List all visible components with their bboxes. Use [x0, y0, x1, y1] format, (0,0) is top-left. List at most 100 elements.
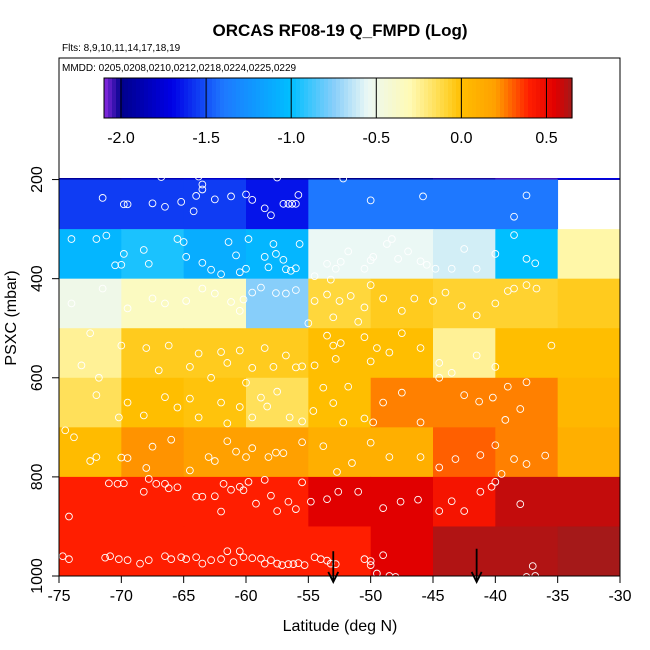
observation-point [592, 169, 599, 176]
colorbar-swatch [212, 78, 217, 118]
heatmap-cell [184, 229, 247, 279]
dates-subtitle: MMDD: 0205,0208,0210,0212,0218,0224,0225… [62, 63, 297, 74]
colorbar-swatch [388, 78, 393, 118]
heatmap-cell [121, 328, 184, 378]
observation-point [324, 167, 331, 174]
colorbar-swatch [332, 78, 337, 118]
colorbar-swatch [464, 78, 469, 118]
heatmap-cells [59, 178, 620, 576]
heatmap-chart: ORCAS RF08-19 Q_FMPD (Log) Flts: 8,9,10,… [0, 0, 650, 650]
heatmap-cell [433, 427, 496, 477]
observation-point [268, 167, 275, 174]
colorbar-swatch [136, 78, 141, 118]
colorbar-swatch [184, 78, 189, 118]
heatmap-cell [59, 180, 122, 230]
colorbar-swatch [216, 78, 221, 118]
observation-point [380, 170, 387, 177]
colorbar-swatch [536, 78, 541, 118]
colorbar-swatch [284, 78, 289, 118]
heatmap-cell [246, 279, 309, 329]
colorbar-swatch [564, 78, 569, 118]
observation-point [94, 167, 101, 174]
observation-point [610, 169, 617, 176]
colorbar-tick-label: -0.5 [363, 130, 391, 147]
observation-point [573, 169, 580, 176]
colorbar-swatch [492, 78, 497, 118]
observation-point [249, 168, 256, 175]
observation-point [228, 168, 235, 175]
heatmap-cell [495, 477, 558, 527]
colorbar-swatch [504, 78, 509, 118]
x-tick-label: -60 [234, 588, 257, 605]
y-tick-label: 800 [29, 463, 46, 490]
observation-point [585, 169, 592, 176]
colorbar-swatch [248, 78, 253, 118]
colorbar-swatch [488, 78, 493, 118]
heatmap-cell [433, 378, 496, 428]
heatmap-cell [246, 526, 309, 576]
colorbar-swatch [428, 78, 433, 118]
heatmap-cell [558, 279, 621, 329]
colorbar-swatch [452, 78, 457, 118]
colorbar-swatch [112, 78, 117, 118]
colorbar-swatch [180, 78, 185, 118]
heatmap-cell [433, 180, 496, 230]
colorbar-swatch [404, 78, 409, 118]
heatmap-cell [495, 427, 558, 477]
y-tick-label: 600 [29, 364, 46, 391]
colorbar-swatch [456, 78, 461, 118]
colorbar-swatch [160, 78, 165, 118]
observation-point [299, 168, 306, 175]
colorbar-swatch [260, 78, 265, 118]
heatmap-cell [308, 477, 371, 527]
colorbar-swatch [236, 78, 241, 118]
colorbar-swatch [156, 78, 161, 118]
colorbar-swatch [468, 78, 473, 118]
observation-point [407, 169, 414, 176]
observation-point [486, 578, 493, 585]
colorbar-swatch [500, 78, 505, 118]
y-axis-label: PSXC (mbar) [3, 270, 20, 365]
heatmap-cell [495, 328, 558, 378]
flights-subtitle: Flts: 8,9,10,11,14,17,18,19 [62, 43, 181, 54]
colorbar-swatch [176, 78, 181, 118]
x-tick-label: -70 [110, 588, 133, 605]
heatmap-cell [371, 328, 434, 378]
colorbar-swatch [424, 78, 429, 118]
heatmap-cell [495, 180, 558, 230]
heatmap-cell [59, 378, 122, 428]
heatmap-cell [59, 526, 122, 576]
colorbar-swatch [128, 78, 133, 118]
observation-point [71, 165, 78, 172]
colorbar-swatch [188, 78, 193, 118]
observation-point [347, 170, 354, 177]
colorbar-swatch [460, 78, 465, 118]
colorbar-swatch [348, 78, 353, 118]
colorbar-swatch [516, 78, 521, 118]
colorbar-swatch [560, 78, 565, 118]
observation-point [332, 169, 339, 176]
x-tick-label: -40 [484, 588, 507, 605]
observation-point [311, 169, 318, 176]
y-tick-label: 200 [29, 166, 46, 193]
heatmap-cell [371, 526, 434, 576]
colorbar-swatch [172, 78, 177, 118]
colorbar: -2.0 -1.5 -1.0 -0.5 0.0 0.5 [104, 78, 573, 147]
heatmap-cell [433, 477, 496, 527]
observation-point [115, 166, 122, 173]
colorbar-swatch [344, 78, 349, 118]
colorbar-swatch [496, 78, 501, 118]
x-tick-label: -75 [47, 588, 70, 605]
colorbar-swatch [168, 78, 173, 118]
x-tick-label: -55 [297, 588, 320, 605]
colorbar-swatch [380, 78, 385, 118]
colorbar-swatch [484, 78, 489, 118]
colorbar-tick-label: 0.0 [450, 130, 472, 147]
colorbar-swatch [368, 78, 373, 118]
observation-point [189, 170, 196, 177]
colorbar-swatch [256, 78, 261, 118]
observation-point [292, 169, 299, 176]
colorbar-swatch [432, 78, 437, 118]
colorbar-swatch [148, 78, 153, 118]
observation-point [280, 166, 287, 173]
